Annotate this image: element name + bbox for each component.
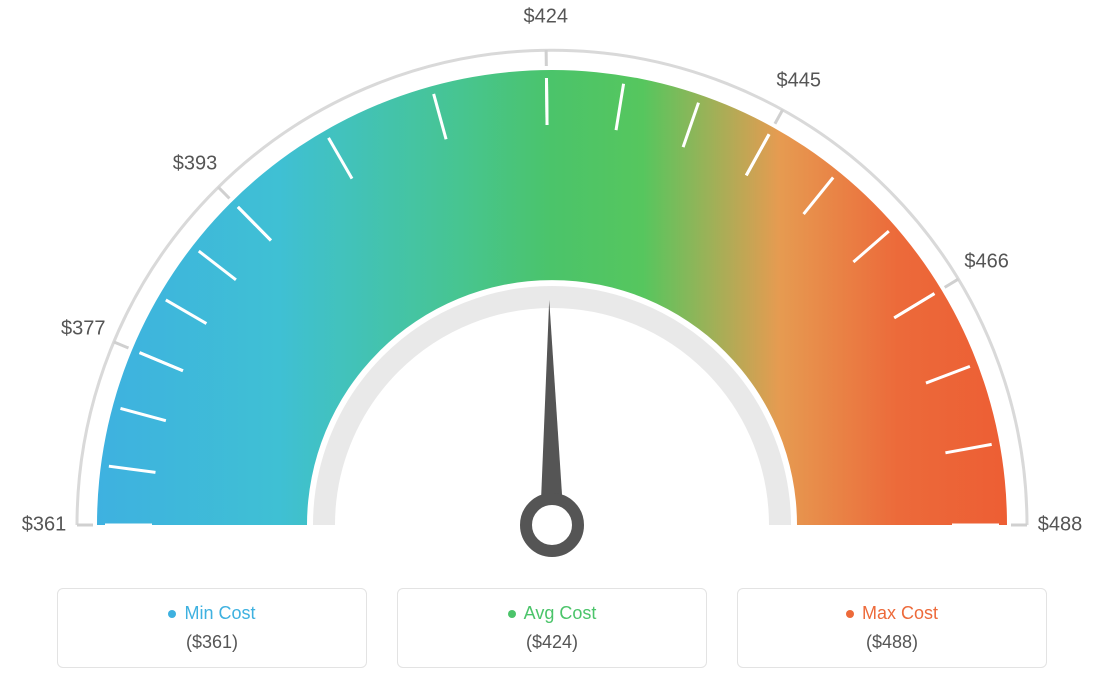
legend-value-avg: ($424) (408, 632, 696, 653)
legend-value-max: ($488) (748, 632, 1036, 653)
legend-card-max: Max Cost ($488) (737, 588, 1047, 668)
gauge-tick-label: $445 (776, 69, 821, 92)
gauge-tick-major (945, 279, 959, 287)
legend-title-min: Min Cost (168, 603, 255, 624)
legend-value-min: ($361) (68, 632, 356, 653)
legend-title-avg: Avg Cost (508, 603, 597, 624)
gauge-tick-label: $424 (523, 6, 568, 29)
gauge-needle-hub (526, 499, 578, 551)
legend-row: Min Cost ($361) Avg Cost ($424) Max Cost… (0, 588, 1104, 668)
legend-label-min: Min Cost (184, 603, 255, 624)
legend-dot-avg (508, 610, 516, 618)
legend-label-avg: Avg Cost (524, 603, 597, 624)
legend-card-avg: Avg Cost ($424) (397, 588, 707, 668)
legend-card-min: Min Cost ($361) (57, 588, 367, 668)
gauge-tick-major (218, 187, 229, 198)
gauge-tick-label: $377 (61, 318, 106, 341)
gauge-tick-label: $488 (1038, 514, 1083, 537)
gauge-tick-label: $361 (22, 514, 67, 537)
gauge-svg (0, 0, 1104, 570)
gauge-tick-minor (546, 78, 547, 125)
legend-label-max: Max Cost (862, 603, 938, 624)
legend-dot-max (846, 610, 854, 618)
cost-gauge-chart: $361 $377 $393 $424 $445 $466 $488 (0, 0, 1104, 570)
legend-title-max: Max Cost (846, 603, 938, 624)
gauge-tick-major (114, 342, 129, 348)
gauge-needle (540, 300, 564, 525)
legend-dot-min (168, 610, 176, 618)
gauge-tick-major (775, 110, 783, 124)
gauge-tick-label: $466 (964, 250, 1009, 273)
gauge-tick-label: $393 (173, 152, 218, 175)
